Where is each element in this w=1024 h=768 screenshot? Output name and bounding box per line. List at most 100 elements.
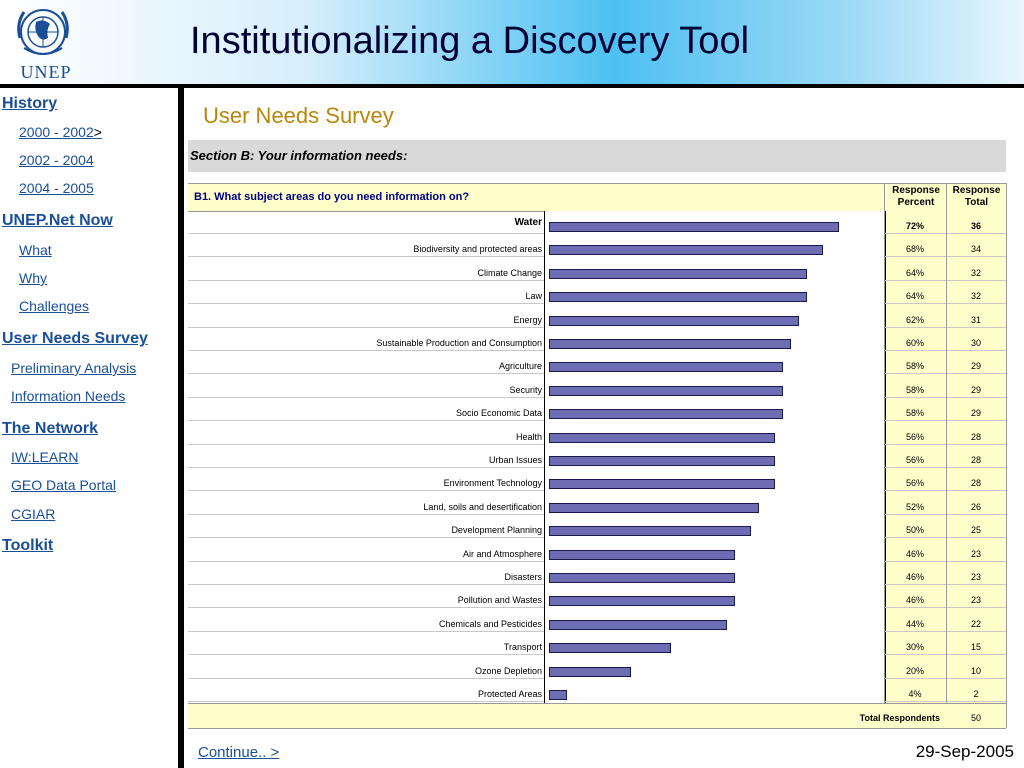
sidebar-item-why[interactable]: Why	[19, 270, 47, 286]
response-total: 32	[970, 267, 981, 278]
response-total: 29	[970, 361, 981, 372]
row-separator	[188, 607, 544, 609]
response-total: 25	[970, 525, 981, 536]
bar-health	[549, 432, 775, 443]
response-percent: 58%	[905, 361, 924, 372]
sidebar-item-2002-2004[interactable]: 2002 - 2004	[19, 152, 94, 168]
response-percent: 44%	[905, 618, 924, 629]
sidebar-item-toolkit[interactable]: Toolkit	[2, 537, 53, 555]
category-label: Sustainable Production and Consumption	[376, 338, 542, 348]
section-header: Section B: Your information needs:	[188, 140, 1006, 172]
bar-disasters	[549, 573, 735, 583]
sidebar-item-geo-data-portal[interactable]: GEO Data Portal	[11, 477, 116, 493]
col-header-total: Response Total	[947, 185, 1006, 211]
sidebar-divider	[178, 88, 184, 768]
response-percent: 64%	[905, 291, 924, 302]
row-separator	[885, 279, 1006, 281]
table-row: Water 72% 36	[188, 211, 1006, 234]
row-separator	[188, 396, 544, 398]
row-separator	[188, 373, 544, 375]
sidebar-item-2004-2005[interactable]: 2004 - 2005	[19, 180, 94, 196]
sidebar-item-unep-net-now[interactable]: UNEP.Net Now	[2, 212, 113, 230]
response-total: 28	[970, 431, 981, 442]
bar-land-soils-and-desertification	[549, 502, 759, 513]
col-header-total-label: Response Total	[952, 185, 1001, 208]
response-total: 23	[970, 595, 981, 606]
sidebar-item-label: Preliminary Analysis	[11, 360, 137, 376]
page-title: Institutionalizing a Discovery Tool	[190, 20, 750, 62]
row-separator	[885, 443, 1006, 445]
question-text: B1. What subject areas do you need infor…	[194, 191, 470, 203]
category-label: Security	[509, 384, 542, 395]
row-separator	[885, 233, 1006, 234]
row-separator	[188, 490, 544, 492]
response-total: 23	[970, 548, 981, 559]
table-row: Law 64% 32	[188, 281, 1006, 305]
bar-chart-area	[544, 211, 886, 704]
sidebar-item-label: 2004 - 2005	[19, 180, 94, 196]
response-percent: 20%	[905, 665, 924, 676]
response-percent: 46%	[905, 572, 924, 582]
row-separator	[188, 584, 544, 585]
table-row: Socio Economic Data 58% 29	[188, 398, 1006, 422]
category-label: Land, soils and desertification	[423, 501, 542, 512]
row-separator	[885, 677, 1006, 679]
table-row: Protected Areas 4% 2	[188, 679, 1006, 702]
response-total: 32	[970, 291, 981, 302]
row-separator	[885, 350, 1006, 351]
row-separator	[885, 513, 1006, 515]
sidebar-item-2000-2002[interactable]: 2000 - 2002>	[19, 124, 102, 140]
sidebar-item-challenges[interactable]: Challenges	[19, 298, 89, 314]
total-label: Total Respondents	[859, 713, 940, 723]
table-row: Energy 62% 31	[188, 305, 1006, 328]
bar-biodiversity-and-protected-areas	[549, 245, 823, 256]
continue-link[interactable]: Continue.. >	[198, 744, 280, 761]
response-percent: 64%	[905, 267, 924, 278]
row-separator	[188, 513, 544, 515]
sidebar-item-label: 2000 - 2002	[19, 124, 94, 140]
category-label: Agriculture	[498, 361, 542, 372]
response-percent: 56%	[905, 478, 924, 489]
response-total: 15	[970, 642, 981, 653]
sidebar-item-label: Information Needs	[11, 388, 126, 404]
sidebar-item-label: Challenges	[19, 298, 90, 314]
sidebar-item-what[interactable]: What	[19, 242, 52, 258]
response-percent: 30%	[905, 642, 924, 653]
sidebar-item-history[interactable]: History	[2, 95, 57, 113]
row-separator	[885, 654, 1006, 656]
table-row: Disasters 46% 23	[188, 562, 1006, 585]
bar-security	[549, 385, 783, 396]
sidebar-item-the-network[interactable]: The Network	[2, 420, 98, 438]
response-percent: 50%	[905, 525, 924, 536]
table-row: Pollution and Wastes 46% 23	[188, 585, 1006, 609]
sidebar-item-cgiar[interactable]: CGIAR	[11, 506, 55, 522]
response-total: 10	[970, 665, 981, 676]
response-total: 22	[970, 618, 981, 629]
response-total: 23	[970, 572, 981, 582]
response-percent: 4%	[908, 689, 922, 699]
response-percent: 52%	[905, 501, 924, 512]
response-percent: 56%	[905, 431, 924, 442]
table-row: Climate Change 64% 32	[188, 258, 1006, 281]
sidebar-item-label: IW:LEARN	[11, 449, 79, 465]
response-total: 26	[970, 501, 981, 512]
bar-ozone-depletion	[549, 666, 631, 677]
row-separator	[885, 303, 1006, 305]
category-label: Disasters	[504, 572, 542, 582]
response-total: 29	[970, 408, 981, 419]
bar-climate-change	[549, 268, 807, 279]
col-header-percent-label: Response Percent	[892, 185, 940, 208]
category-label: Chemicals and Pesticides	[438, 618, 542, 629]
sidebar-item-label: CGIAR	[11, 506, 56, 522]
sidebar-item-arrow: >	[93, 124, 102, 140]
row-separator	[885, 584, 1006, 585]
bar-environment-technology	[549, 479, 775, 490]
row-separator	[188, 256, 544, 258]
sidebar-item-information-needs[interactable]: Information Needs	[11, 388, 125, 404]
row-separator	[885, 373, 1006, 375]
sidebar-item-iw-learn[interactable]: IW:LEARN	[11, 449, 78, 465]
sidebar-item-user-needs-survey[interactable]: User Needs Survey	[2, 330, 148, 348]
header-banner: UNEP Institutionalizing a Discovery Tool	[0, 0, 1024, 84]
row-separator	[188, 350, 544, 351]
sidebar-item-preliminary-analysis[interactable]: Preliminary Analysis	[11, 360, 136, 376]
